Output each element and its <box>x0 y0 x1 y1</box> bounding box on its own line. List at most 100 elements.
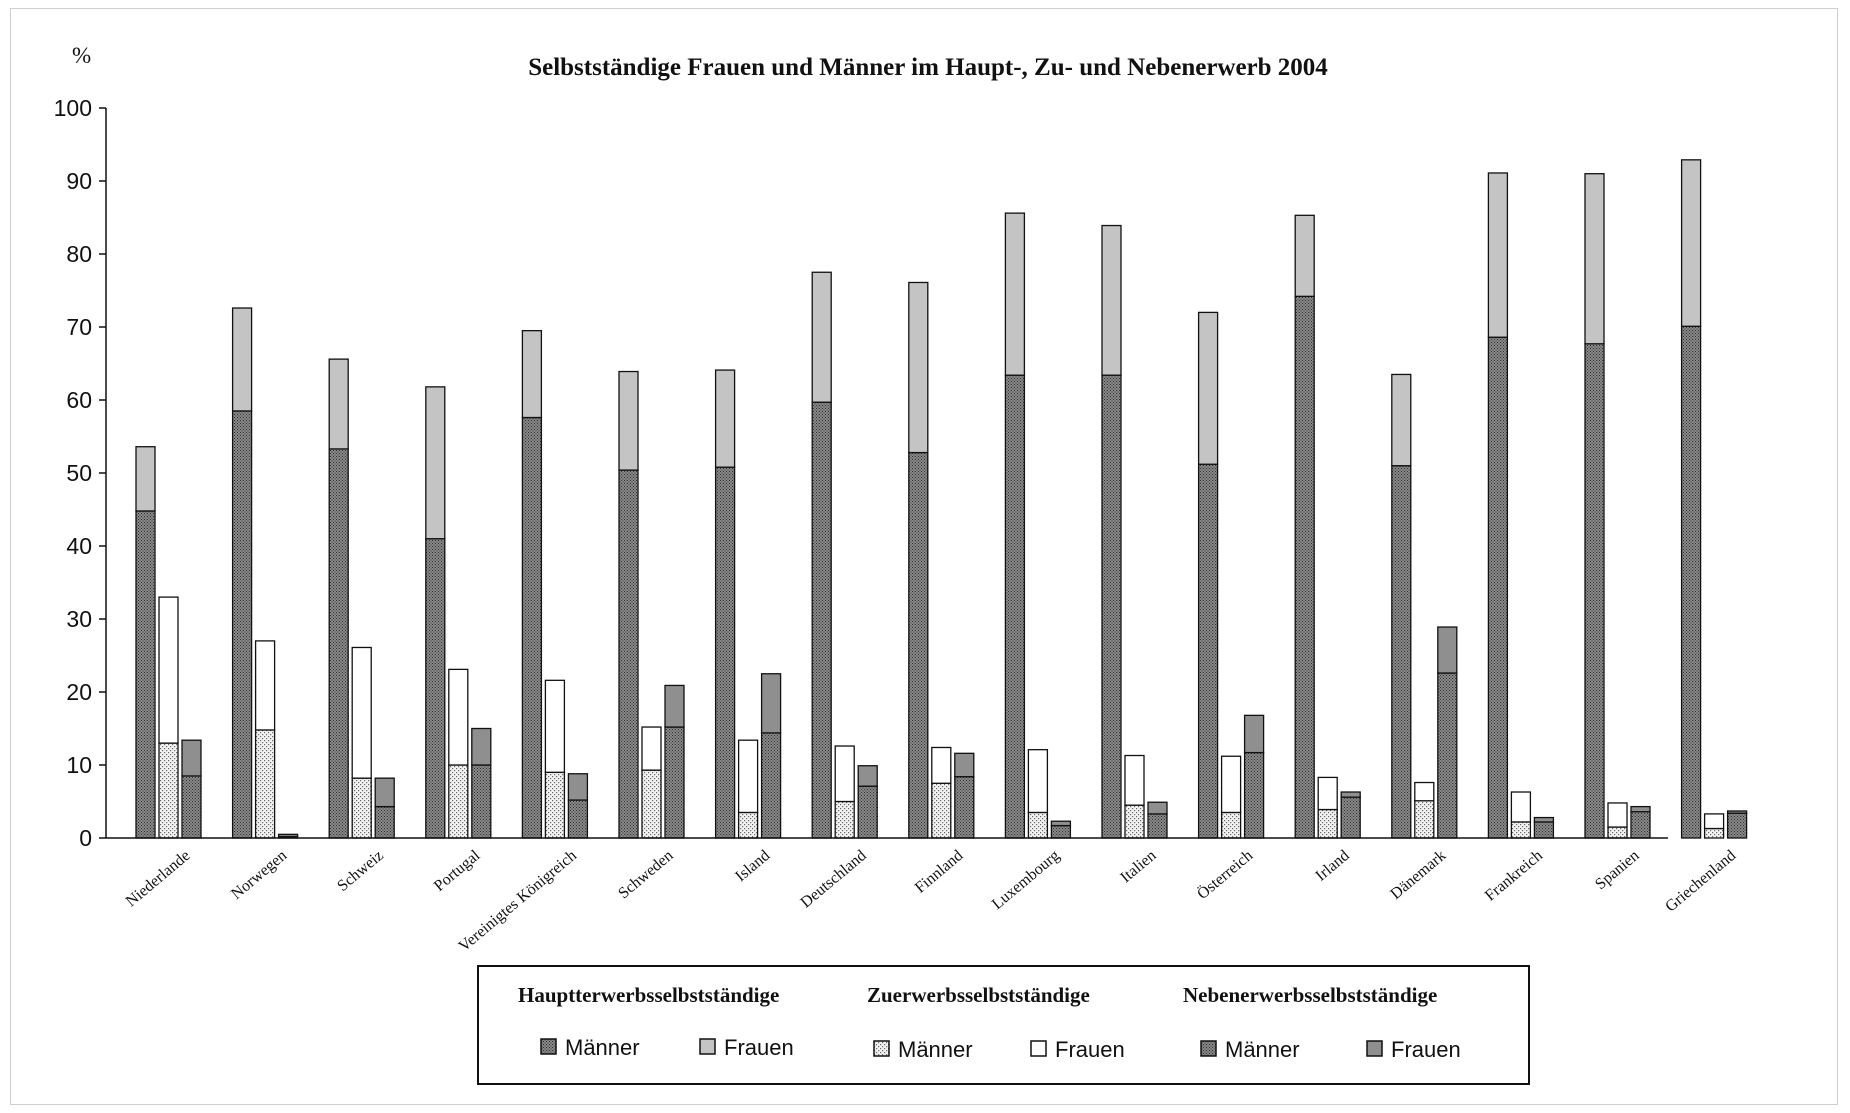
bar-haupt-frauen <box>1391 373 1412 467</box>
bar-haupt-maenner <box>1197 463 1219 839</box>
bar-zu-maenner <box>351 777 372 839</box>
bar-haupt-frauen <box>1294 214 1315 297</box>
bar-zu-maenner <box>834 800 855 839</box>
bar-neben-frauen <box>1533 816 1555 823</box>
bar-zu-maenner <box>158 742 179 839</box>
x-tick-label: Portugal <box>431 847 484 895</box>
x-tick-label: Finnland <box>912 847 967 897</box>
bar-haupt-maenner <box>1391 465 1412 839</box>
bar-neben-maenner <box>954 776 975 839</box>
legend-label-zu-frauen: Frauen <box>1055 1037 1125 1062</box>
bar-neben-frauen <box>374 777 395 808</box>
bar-haupt-frauen <box>425 386 446 540</box>
y-tick-label: 70 <box>66 314 92 340</box>
bar-zu-maenner <box>1607 826 1628 839</box>
bar-haupt-frauen <box>1584 173 1605 345</box>
bar-zu-frauen <box>544 679 566 773</box>
bar-zu-frauen <box>737 739 759 814</box>
bar-haupt-frauen <box>1487 172 1509 338</box>
x-tick-label: Griechenland <box>1662 847 1739 915</box>
legend-group-haupt: Hauptterwerbsselbstständige <box>518 983 779 1007</box>
bar-zu-maenner <box>1220 811 1242 839</box>
bar-haupt-maenner <box>1294 295 1315 839</box>
x-tick-label: Frankreich <box>1482 847 1546 905</box>
bar-neben-maenner <box>374 805 395 839</box>
bar-haupt-maenner <box>135 510 156 839</box>
bar-haupt-maenner <box>1584 343 1605 839</box>
bar-haupt-frauen <box>521 329 543 419</box>
bar-zu-maenner <box>931 782 952 839</box>
bar-zu-maenner <box>1317 808 1338 839</box>
bar-zu-maenner <box>1027 811 1049 839</box>
bar-neben-frauen <box>471 727 492 766</box>
x-axis: Niederlande Norwegen Schweiz PortugalVerein… <box>106 837 1739 955</box>
bar-neben-maenner <box>1147 813 1168 839</box>
bar-haupt-frauen <box>714 369 736 468</box>
bar-neben-maenner <box>1243 751 1265 839</box>
bar-haupt-maenner <box>1101 374 1122 839</box>
bar-neben-frauen <box>760 673 782 734</box>
bar-haupt-frauen <box>1680 159 1702 327</box>
y-tick-label: 100 <box>54 95 92 121</box>
bar-neben-maenner <box>1437 672 1458 839</box>
bar-haupt-maenner <box>1680 325 1702 839</box>
bar-zu-frauen <box>1124 754 1145 806</box>
legend-label-haupt-maenner: Männer <box>565 1035 640 1060</box>
bar-neben-frauen <box>857 765 878 787</box>
bar-neben-frauen <box>1050 820 1072 827</box>
bar-haupt-frauen <box>328 358 349 450</box>
bar-neben-maenner <box>181 775 202 839</box>
x-tick-label: Italien <box>1117 847 1159 886</box>
y-tick-label: 0 <box>79 825 92 851</box>
bar-zu-maenner <box>641 769 662 839</box>
legend-swatch-neben-frauen <box>1366 1040 1383 1057</box>
y-tick-label: 20 <box>66 679 92 705</box>
bar-zu-maenner <box>1124 804 1145 839</box>
legend-group-neben: Nebenerwerbsselbstständige <box>1183 983 1437 1007</box>
y-tick-label: 90 <box>66 168 92 194</box>
bar-haupt-frauen <box>618 370 639 471</box>
bar-neben-frauen <box>277 833 299 838</box>
legend-group-zu: Zuerwerbsselbstständige <box>867 983 1090 1007</box>
y-axis: 0 10 20 30 40 50 60 70 80 90 100 <box>54 95 107 851</box>
bar-neben-frauen <box>567 773 589 801</box>
legend-label-neben-maenner: Männer <box>1225 1037 1300 1062</box>
x-tick-label: Norwegen <box>228 847 290 903</box>
bar-haupt-maenner <box>521 416 543 839</box>
bar-neben-maenner <box>760 732 782 839</box>
bar-zu-maenner <box>1414 800 1435 839</box>
x-tick-label: Schweiz <box>334 847 386 895</box>
bar-haupt-frauen <box>1197 311 1219 465</box>
bar-neben-maenner <box>471 764 492 839</box>
y-tick-label: 60 <box>66 387 92 413</box>
bar-haupt-maenner <box>714 466 736 839</box>
bar-neben-maenner <box>1340 796 1361 839</box>
bar-zu-frauen <box>1607 802 1628 828</box>
legend: Hauptterwerbsselbstständige Zuerwerbssel… <box>477 965 1530 1085</box>
bar-haupt-frauen <box>1101 224 1122 376</box>
bar-neben-frauen <box>664 684 685 728</box>
x-tick-label: Spanien <box>1592 847 1642 893</box>
bar-zu-frauen <box>834 745 855 803</box>
y-tick-label: 30 <box>66 606 92 632</box>
legend-swatch-haupt-maenner <box>540 1038 557 1055</box>
bar-neben-frauen <box>1437 626 1458 674</box>
legend-swatch-zu-frauen <box>1030 1040 1047 1057</box>
bar-zu-frauen <box>1317 776 1338 811</box>
bar-zu-frauen <box>1703 813 1725 830</box>
bar-haupt-frauen <box>908 281 929 454</box>
legend-box <box>477 965 1530 1085</box>
x-tick-label: Irland <box>1313 847 1353 885</box>
x-tick-label: Niederlande <box>123 847 194 910</box>
bar-zu-frauen <box>351 646 372 779</box>
bar-zu-frauen <box>254 640 276 731</box>
bar-haupt-maenner <box>811 401 832 839</box>
bars <box>135 159 1748 839</box>
x-tick-label: Island <box>732 847 773 885</box>
legend-label-haupt-frauen: Frauen <box>724 1035 794 1060</box>
bar-zu-frauen <box>448 668 469 766</box>
legend-label-zu-maenner: Männer <box>898 1037 973 1062</box>
bar-neben-frauen <box>1243 714 1265 754</box>
bar-neben-maenner <box>1533 821 1555 839</box>
